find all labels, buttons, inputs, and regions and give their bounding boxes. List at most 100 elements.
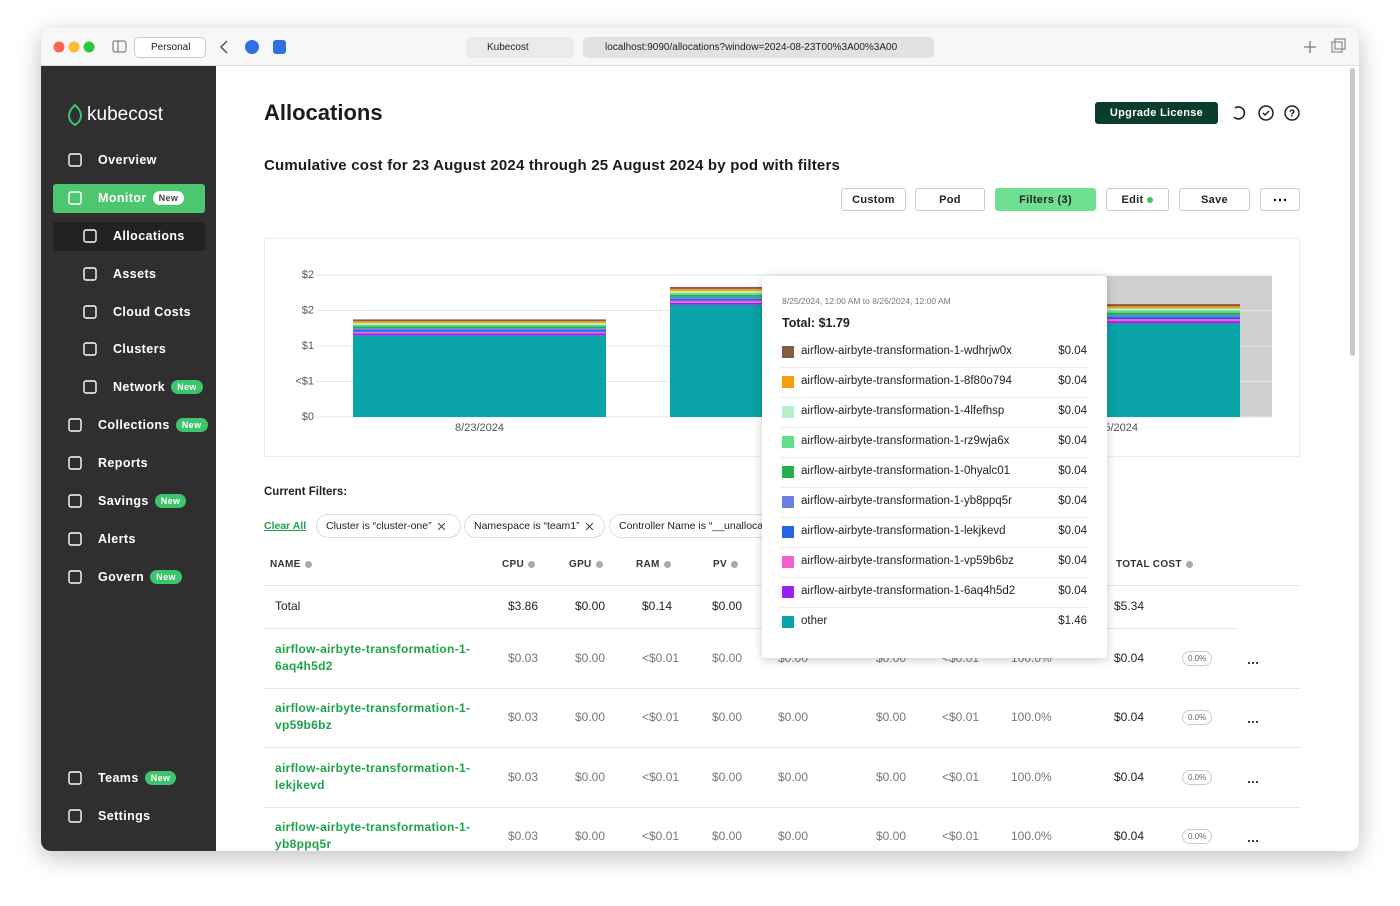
tooltip-name: airflow-airbyte-transformation-1-rz9wja6… [801,435,1010,447]
nav-label: Overview [98,153,157,167]
bar-segment [987,319,1240,322]
bar-segment [353,326,606,329]
column-header[interactable]: PV [713,559,738,570]
dots [1248,839,1258,842]
nav-label: Teams [98,771,139,785]
nav-label: Collections [98,418,170,432]
toolbar-button[interactable]: Edit [1106,188,1169,211]
pod-name[interactable]: airflow-airbyte-transformation-1-lekjkev… [275,760,471,792]
badge: New [152,191,185,205]
nav-item[interactable]: Alerts [98,530,136,548]
nav-item[interactable]: Network New [113,378,203,396]
nav-item[interactable]: Reports [98,454,148,472]
main: Allocations Upgrade License ? Cumulative… [216,66,1359,851]
more-button[interactable] [1260,188,1300,211]
logo-icon [68,104,82,126]
cell: <$0.01 [942,769,980,784]
cell: $0.00 [876,710,907,725]
bar-segment [987,310,1240,313]
bar-segment [353,330,606,332]
selected-item-bg [53,222,205,251]
bar-segment [987,306,1240,309]
page-title: Allocations [264,100,383,125]
nav-item[interactable]: Allocations [113,227,185,245]
row-menu[interactable] [1247,832,1259,842]
filters-label: Current Filters: [264,486,348,498]
nav-item[interactable]: Govern New [98,568,182,586]
profile-button[interactable]: Personal [134,37,206,58]
filter-chip[interactable]: Namespace is “team1” [464,514,605,538]
row-menu[interactable] [1247,773,1259,783]
bar-segment [987,314,1240,317]
toolbar-button[interactable]: Pod [915,188,985,211]
tooltip-name: airflow-airbyte-transformation-1-0hyalc0… [801,465,1010,477]
tab[interactable]: Kubecost [466,37,574,58]
chip-close [585,522,593,530]
tooltip-total: Total: $1.79 [782,316,850,330]
nav-icon [68,418,82,432]
nav-icon [68,771,82,785]
nav-item[interactable]: Assets [113,265,156,283]
tooltip-value: $0.04 [1058,555,1087,567]
nav-icon [83,267,97,281]
total-cell: Total [275,599,301,613]
nav-icon [68,570,82,584]
nav-item[interactable]: Monitor New [98,189,185,207]
badge: New [144,771,177,785]
row-menu[interactable] [1247,713,1259,724]
column-header[interactable]: NAME [270,559,312,570]
filter-chip[interactable]: Cluster is “cluster-one” [316,514,461,538]
cell: $0.00 [778,769,809,784]
nav-item[interactable]: Overview [98,151,157,169]
pod-name[interactable]: airflow-airbyte-transformation-1-yb8ppq5… [275,819,471,851]
cell: <$0.01 [642,651,680,665]
pod-name[interactable]: airflow-airbyte-transformation-1-6aq4h5d… [275,642,471,673]
nav-label: Savings [98,494,149,508]
bar-segment [987,308,1240,311]
row-menu[interactable] [1247,654,1259,664]
header-label: NAME [270,559,301,570]
button-label: Edit [1121,193,1144,206]
cell: $0.00 [712,651,743,665]
nav-item[interactable]: Teams New [98,769,177,787]
total-cell: $0.00 [712,599,743,613]
nav-item[interactable]: Clusters [113,340,166,358]
column-header[interactable]: TOTAL COST [1116,559,1193,570]
pod-name[interactable]: airflow-airbyte-transformation-1-vp59b6b… [275,701,471,733]
column-header[interactable]: RAM [636,559,671,570]
cell: $0.00 [575,710,606,725]
cell: $0.00 [575,651,606,665]
nav-item[interactable]: Savings New [98,492,187,510]
swatch [782,496,794,508]
upgrade-button[interactable]: Upgrade License [1095,102,1218,124]
column-header[interactable]: GPU [569,559,603,570]
chip-close [437,522,445,530]
toolbar-icons [53,38,1346,54]
sidebar: kubecost Overview Monitor New Allocations As… [41,66,216,851]
toolbar-button[interactable]: Custom [841,188,906,211]
cell: 100.0% [1011,710,1052,725]
column-header[interactable]: CPU [502,559,536,570]
y-tick-label: $2 [302,304,314,316]
swatch [782,376,794,388]
nav-item[interactable]: Collections New [98,416,208,434]
toolbar-button[interactable]: Save [1179,188,1250,211]
toolbar-button[interactable]: Filters (3) [995,188,1096,211]
nav-label: Allocations [113,229,185,243]
dots [1248,721,1258,724]
y-tick-label: $1 [302,340,314,352]
bar-segment [353,331,606,334]
nav-item[interactable]: Cloud Costs [113,303,191,321]
nav-item[interactable]: Settings [98,807,151,825]
y-tick-label: <$1 [295,375,314,387]
cell: $0.00 [778,828,809,843]
url-bar[interactable]: localhost:9090/allocations?window=2024-0… [583,37,934,58]
nav-icon [83,229,97,243]
row-divider [264,806,1300,808]
swatch [782,616,794,628]
row-divider [264,688,1300,689]
cell: $0.04 [1114,651,1145,665]
clear-all[interactable]: Clear All [264,520,307,532]
bar-segment [353,319,606,322]
nav-icon [83,342,97,356]
